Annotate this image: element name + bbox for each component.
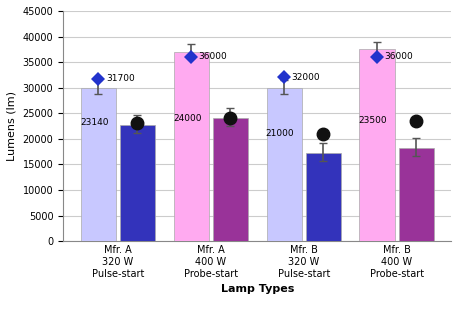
X-axis label: Lamp Types: Lamp Types [220,284,294,294]
Legend: Test @100 hours, Test @40% life, Rated @100 hours, Rated @40% life: Test @100 hours, Test @40% life, Rated @… [58,333,456,335]
Bar [81,88,116,241]
Text: 23140: 23140 [80,118,109,127]
Y-axis label: Lumens (lm): Lumens (lm) [7,91,17,161]
Bar [120,125,155,241]
Bar [266,88,302,241]
Bar [213,118,248,241]
Bar [399,148,434,241]
Text: 24000: 24000 [173,114,201,123]
Bar [359,49,395,241]
Text: 23500: 23500 [359,117,387,125]
Text: 31700: 31700 [106,74,135,83]
Text: 32000: 32000 [292,73,320,82]
Text: 21000: 21000 [266,129,294,138]
Bar [306,153,341,241]
Text: 36000: 36000 [384,53,413,62]
Text: 36000: 36000 [199,53,228,62]
Bar [173,52,209,241]
